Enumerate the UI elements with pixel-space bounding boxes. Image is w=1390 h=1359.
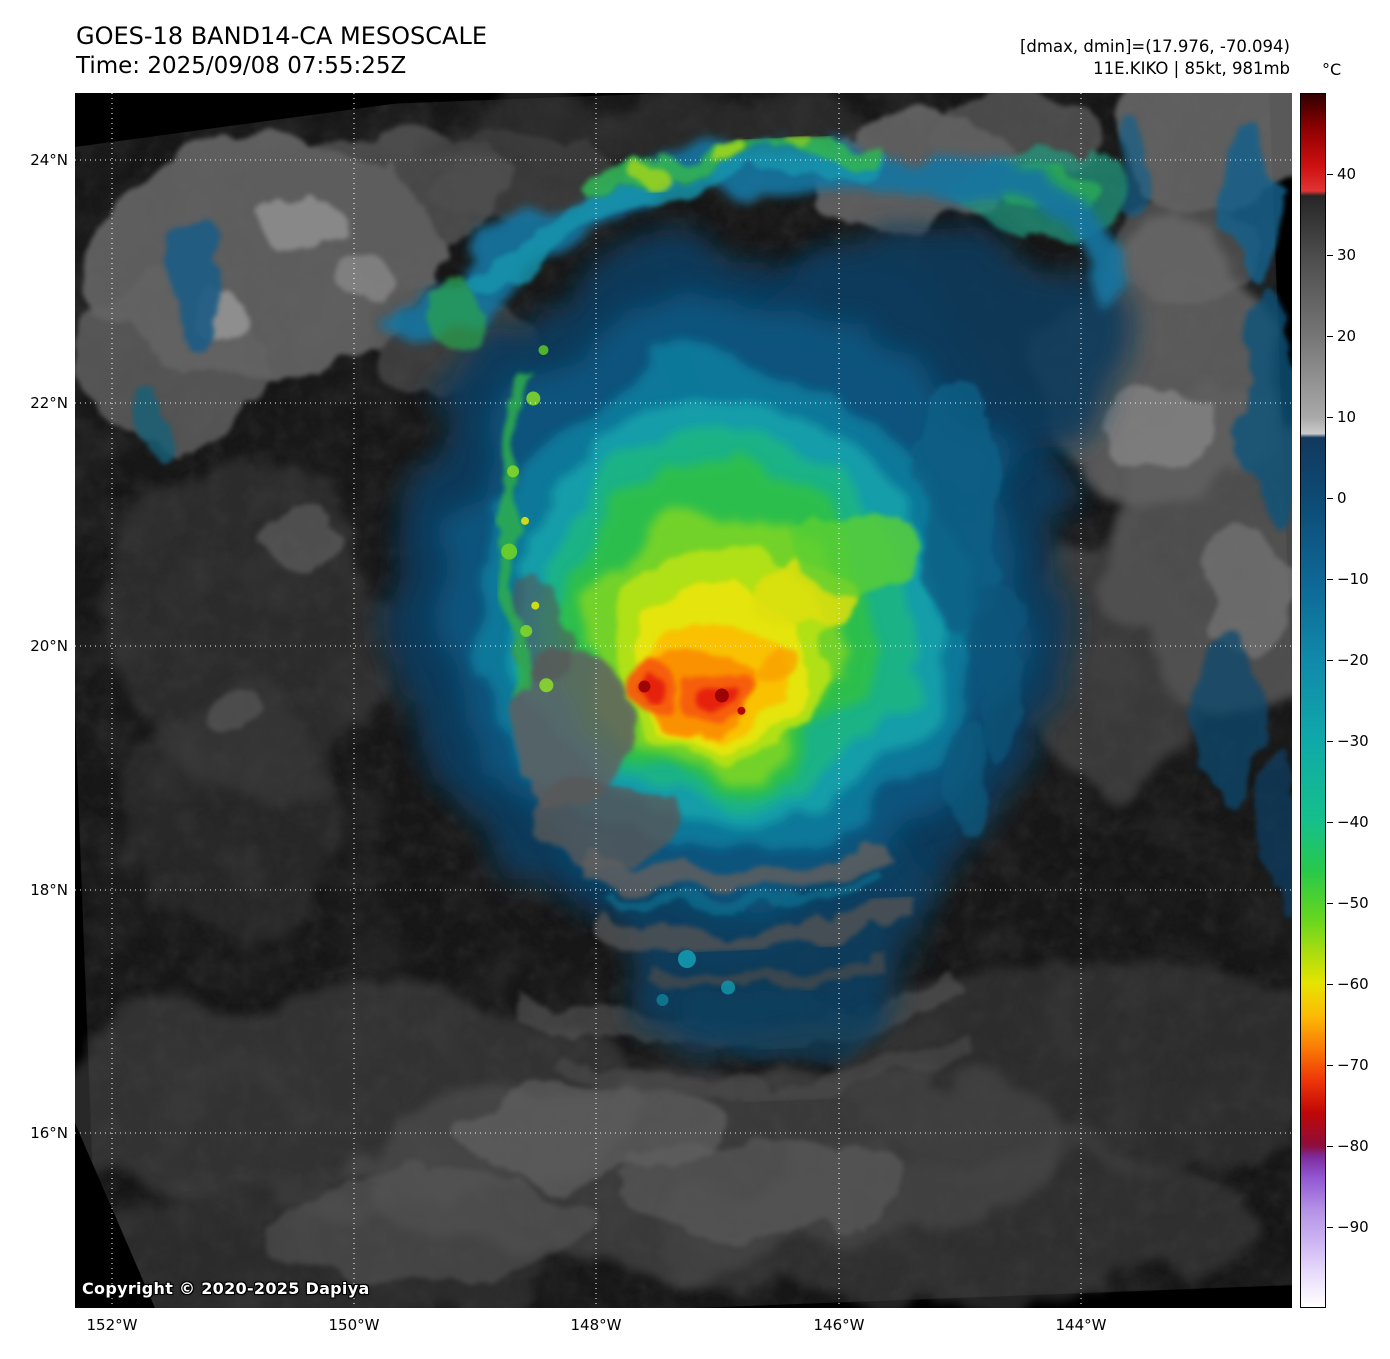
lat-tick-label: 18°N [6, 881, 68, 899]
lon-tick-label: 146°W [814, 1316, 865, 1334]
colorbar-tick [1327, 822, 1333, 823]
colorbar-tick [1327, 579, 1333, 580]
colorbar-tick [1327, 417, 1333, 418]
colorbar-tick [1327, 660, 1333, 661]
colorbar-tick-label: −10 [1337, 570, 1369, 588]
colorbar-tick-label: −90 [1337, 1218, 1369, 1236]
colorbar-tick [1327, 336, 1333, 337]
colorbar-gradient [1300, 93, 1326, 1308]
colorbar-tick [1327, 903, 1333, 904]
colorbar-tick-label: 20 [1337, 327, 1356, 345]
colorbar-tick [1327, 174, 1333, 175]
colorbar-tick [1327, 498, 1333, 499]
colorbar-tick-label: 40 [1337, 165, 1356, 183]
satellite-product-page: GOES-18 BAND14-CA MESOSCALE Time: 2025/0… [0, 0, 1390, 1359]
storm-info-label: 11E.KIKO | 85kt, 981mb [1093, 59, 1290, 78]
copyright-watermark: Copyright © 2020-2025 Dapiya [82, 1279, 370, 1298]
lon-tick-label: 152°W [87, 1316, 138, 1334]
colorbar-tick-label: −80 [1337, 1137, 1369, 1155]
dmax-dmin-label: [dmax, dmin]=(17.976, -70.094) [1020, 37, 1290, 56]
lat-tick-label: 22°N [6, 394, 68, 412]
colorbar-tick [1327, 984, 1333, 985]
colorbar-tick-label: −70 [1337, 1056, 1369, 1074]
lat-tick-label: 24°N [6, 151, 68, 169]
lon-tick-label: 144°W [1056, 1316, 1107, 1334]
colorbar-tick-label: −60 [1337, 975, 1369, 993]
colorbar-tick-label: −50 [1337, 894, 1369, 912]
colorbar-tick-label: 0 [1337, 489, 1347, 507]
colorbar-unit-label: °C [1322, 60, 1341, 79]
colorbar-tick-label: 30 [1337, 246, 1356, 264]
colorbar-tick-label: −40 [1337, 813, 1369, 831]
colorbar-tick [1327, 255, 1333, 256]
graticule [75, 93, 1292, 1308]
lat-tick-label: 20°N [6, 637, 68, 655]
timestamp-label: Time: 2025/09/08 07:55:25Z [76, 53, 406, 79]
colorbar-tick-label: −30 [1337, 732, 1369, 750]
lon-tick-label: 150°W [329, 1316, 380, 1334]
colorbar-tick [1327, 1065, 1333, 1066]
colorbar-tick [1327, 1227, 1333, 1228]
product-title: GOES-18 BAND14-CA MESOSCALE [76, 22, 487, 50]
colorbar-tick [1327, 1146, 1333, 1147]
lat-tick-label: 16°N [6, 1124, 68, 1142]
colorbar-tick [1327, 741, 1333, 742]
map-plot: Copyright © 2020-2025 Dapiya [75, 93, 1292, 1308]
lon-tick-label: 148°W [571, 1316, 622, 1334]
colorbar-tick-label: −20 [1337, 651, 1369, 669]
colorbar-tick-label: 10 [1337, 408, 1356, 426]
